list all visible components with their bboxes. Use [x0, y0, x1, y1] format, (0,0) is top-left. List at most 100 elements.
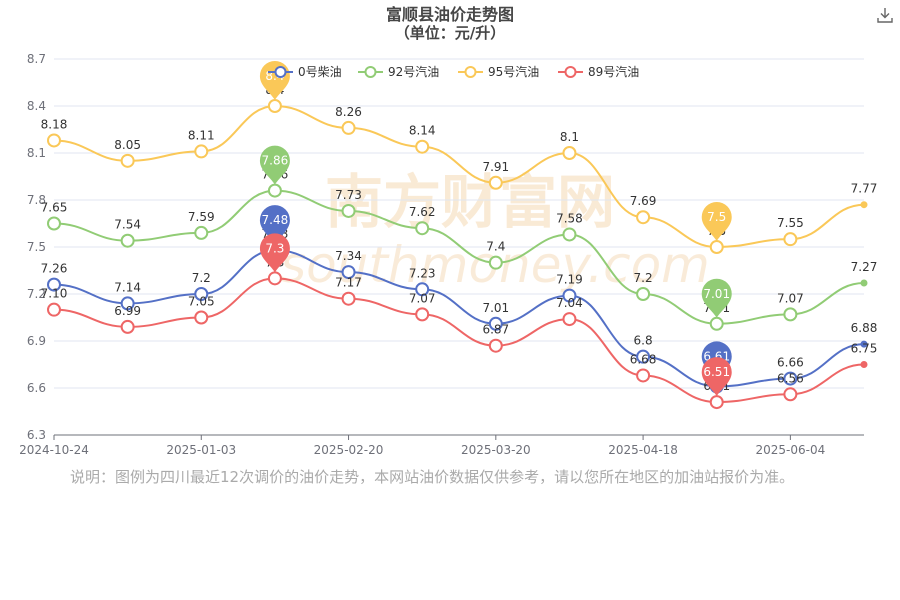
x-tick-label: 2024-10-24	[19, 443, 89, 457]
data-point	[341, 291, 356, 306]
markers: 7.486.617.867.018.47.57.36.51	[259, 61, 732, 397]
data-label: 6.87	[482, 323, 509, 337]
x-tick-label: 2025-02-20	[314, 443, 384, 457]
chart-title: 富顺县油价走势图	[386, 5, 514, 24]
data-point	[267, 183, 282, 198]
legend: 0号柴油 92号汽油 95号汽油 89号汽油	[268, 64, 639, 79]
pin-label: 7.86	[262, 154, 289, 168]
data-label: 6.66	[777, 356, 804, 370]
download-icon[interactable]	[876, 6, 894, 24]
y-tick-label: 7.5	[27, 240, 46, 254]
data-label: 6.8	[634, 334, 653, 348]
data-point	[267, 271, 282, 286]
data-point	[120, 296, 135, 311]
data-point	[562, 227, 577, 242]
data-label: 7.4	[486, 240, 505, 254]
data-point	[194, 310, 209, 325]
data-label: 7.69	[630, 194, 657, 208]
data-label: 7.04	[556, 296, 583, 310]
data-label: 7.55	[777, 216, 804, 230]
data-label: 8.26	[335, 105, 362, 119]
data-label: 7.05	[188, 295, 215, 309]
data-point	[783, 387, 798, 402]
data-point	[860, 340, 868, 348]
data-point	[783, 371, 798, 386]
axes: 6.3 6.6 6.9 7.2 7.5 7.8 8.1 8.4 8.7 2024-10-24 202…	[19, 52, 864, 457]
data-point	[341, 120, 356, 135]
data-point	[783, 307, 798, 322]
pin-label: 7.3	[265, 241, 284, 255]
data-label: 7.23	[409, 266, 436, 280]
data-point	[194, 144, 209, 159]
data-point	[783, 232, 798, 247]
pin-label: 7.48	[262, 213, 289, 227]
data-point	[415, 139, 430, 154]
data-label: 8.18	[41, 117, 68, 131]
data-label: 7.77	[851, 182, 878, 196]
data-point	[562, 312, 577, 327]
data-point	[488, 255, 503, 270]
data-point	[47, 302, 61, 317]
legend-label: 0号柴油	[298, 65, 342, 79]
y-tick-label: 8.4	[27, 99, 46, 113]
data-label: 7.17	[335, 276, 362, 290]
data-labels: 7.267.147.27.487.347.237.017.196.86.616.…	[41, 83, 878, 393]
data-point	[709, 395, 724, 410]
data-label: 8.14	[409, 124, 436, 138]
y-tick-label: 7.2	[27, 287, 46, 301]
x-tick-label: 2025-03-20	[461, 443, 531, 457]
pin-marker	[259, 233, 290, 273]
pin-marker	[701, 278, 732, 318]
data-label: 7.54	[114, 218, 141, 232]
data-label: 7.2	[192, 271, 211, 285]
data-point	[488, 316, 503, 331]
pin-label: 6.51	[703, 365, 730, 379]
data-point	[636, 210, 651, 225]
data-point	[341, 265, 356, 280]
data-point	[860, 201, 868, 209]
data-label: 7.58	[556, 211, 583, 225]
data-label: 7.19	[556, 273, 583, 287]
legend-item-2: 95号汽油	[458, 64, 539, 79]
watermark-cn: 南方财富网	[325, 168, 615, 236]
data-point	[415, 282, 430, 297]
pin-marker	[701, 202, 732, 241]
data-point	[47, 277, 61, 292]
legend-item-0: 0号柴油	[268, 65, 342, 79]
y-tick-label: 8.1	[27, 146, 46, 160]
data-point	[562, 288, 577, 303]
legend-marker	[464, 66, 477, 78]
data-point	[709, 240, 724, 254]
data-point	[194, 287, 209, 301]
data-label: 7.2	[634, 271, 653, 285]
data-point	[860, 279, 868, 287]
legend-marker	[274, 66, 287, 78]
data-label: 7.34	[335, 249, 362, 263]
legend-label: 92号汽油	[388, 64, 439, 79]
data-point	[120, 319, 135, 334]
data-point	[709, 316, 724, 331]
y-tick-label: 6.6	[27, 381, 46, 395]
data-label: 8.05	[114, 138, 141, 152]
data-label: 7.01	[482, 301, 509, 315]
y-tick-label: 6.3	[27, 428, 46, 442]
data-point	[120, 233, 135, 248]
data-label: 6.88	[851, 321, 878, 335]
data-label: 8.11	[188, 128, 215, 142]
data-point	[415, 221, 430, 236]
pin-label: 7.5	[707, 210, 726, 224]
data-point	[860, 361, 868, 368]
data-point	[341, 203, 356, 218]
pin-marker	[259, 205, 290, 245]
y-tick-label: 6.9	[27, 334, 46, 348]
data-point	[636, 368, 651, 383]
data-label: 6.68	[630, 352, 657, 366]
data-label: 6.75	[851, 342, 878, 356]
footnote: 说明：图例为四川最近12次调价的油价走势，本网站油价数据仅供参考，请以您所在地区…	[70, 468, 795, 486]
data-point	[47, 216, 61, 231]
legend-item-3: 89号汽油	[558, 64, 639, 79]
data-label: 6.99	[114, 304, 141, 318]
data-label: 7.07	[409, 291, 436, 305]
legend-marker	[364, 66, 377, 78]
